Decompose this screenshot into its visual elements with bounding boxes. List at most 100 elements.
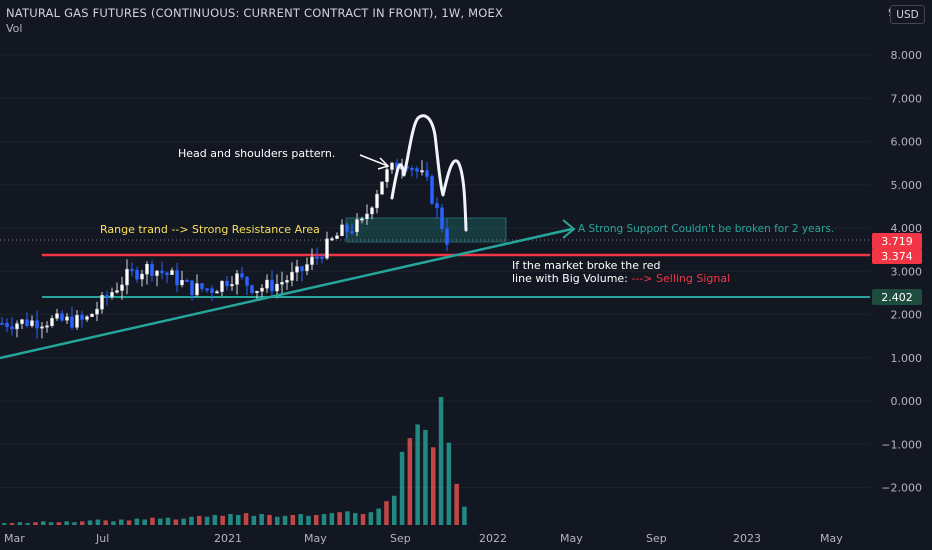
volume-bar	[220, 515, 225, 525]
candle-body	[205, 288, 209, 291]
candle-body	[190, 280, 194, 296]
price-tick-label: 7.000	[891, 92, 923, 105]
red-line-badge: 3.374	[872, 248, 922, 264]
candle-body	[280, 282, 284, 285]
candle-body	[90, 313, 94, 317]
volume-bar	[399, 451, 405, 525]
candle-body	[390, 162, 394, 170]
candle-body	[235, 273, 239, 285]
price-tick-label: 1.000	[891, 352, 923, 365]
breakout-label-text: line with Big Volume:	[512, 272, 628, 285]
volume-bar	[282, 515, 288, 525]
price-tick-label: 8.000	[891, 49, 923, 62]
price-tick-label: 0.000	[891, 395, 923, 408]
candle-body	[195, 283, 199, 296]
volume-bar	[259, 514, 264, 525]
volume-bar	[204, 516, 210, 525]
candle-body	[430, 176, 434, 204]
volume-bar	[95, 519, 101, 525]
volume-bar	[212, 514, 218, 525]
candle-body	[335, 235, 339, 239]
candle-body	[385, 169, 389, 183]
price-tick-label: −2.000	[881, 482, 922, 495]
candle-body	[180, 279, 184, 286]
currency-button[interactable]: USD	[890, 5, 925, 24]
candle-body	[60, 313, 64, 321]
candle-body	[365, 213, 369, 219]
time-tick-label: Sep	[390, 532, 411, 545]
volume-bar	[384, 501, 389, 525]
volume-bar	[368, 512, 374, 525]
candle-body	[290, 271, 294, 281]
candle-body	[5, 322, 9, 327]
chart-title: NATURAL GAS FUTURES (CONTINUOUS: CURRENT…	[6, 6, 504, 20]
volume-bar	[438, 397, 444, 525]
candle-body	[150, 263, 154, 276]
time-tick-label: Sep	[646, 532, 667, 545]
candle-body	[185, 279, 189, 282]
volume-bar	[2, 523, 7, 525]
candle-body	[140, 273, 144, 280]
indicator-label[interactable]: Vol	[6, 22, 23, 35]
candle-body	[145, 263, 149, 275]
candle-body	[345, 224, 349, 232]
candles	[0, 158, 449, 339]
head-shoulders-arrow	[359, 154, 390, 170]
volume-bar	[415, 424, 420, 525]
head-shoulders-label: Head and shoulders pattern.	[178, 147, 336, 160]
price-tick-label: −1.000	[881, 438, 922, 451]
candle-body	[160, 270, 164, 274]
volume-bar	[103, 520, 108, 525]
candle-body	[245, 276, 249, 286]
price-tick-label: 5.000	[891, 179, 923, 192]
volume-bar	[337, 512, 342, 525]
candle-body	[50, 318, 54, 326]
candle-body	[15, 323, 19, 330]
volume-bar	[33, 522, 38, 525]
candle-body	[355, 219, 359, 233]
candle-body	[340, 224, 344, 237]
time-tick-label: Mar	[4, 532, 25, 545]
candle-body	[425, 170, 429, 177]
candle-body	[75, 314, 79, 328]
candle-body	[80, 314, 84, 320]
time-tick-label: 2022	[479, 532, 507, 545]
time-tick-label: 2021	[214, 532, 242, 545]
candle-body	[130, 269, 134, 272]
candle-body	[435, 203, 439, 209]
candle-body	[30, 320, 34, 327]
volume-bar	[80, 521, 85, 525]
volume-bar	[165, 517, 171, 525]
volume-bar	[9, 523, 15, 525]
volume-bar	[17, 522, 23, 525]
volume-bar	[72, 522, 77, 525]
candle-body	[315, 256, 319, 259]
candle-body	[370, 207, 374, 215]
candle-body	[320, 256, 324, 259]
axis-ticks: 8.000 7.000 6.000 5.000 4.000 3.000 2.000 1.000…	[4, 6, 922, 545]
candle-body	[225, 280, 229, 287]
grid	[0, 54, 870, 488]
price-tick-label: 4.000	[891, 222, 923, 235]
candle-body	[85, 316, 89, 320]
candle-body	[20, 319, 24, 324]
candle-body	[115, 290, 119, 293]
volume-bar	[329, 513, 335, 525]
volume-bar	[392, 495, 397, 525]
volume-bar	[243, 513, 249, 525]
volume-bar	[197, 515, 202, 525]
volume-bar	[462, 506, 467, 525]
volume-bar	[298, 514, 303, 525]
volume-bar	[111, 521, 116, 525]
candle-body	[135, 269, 139, 280]
volume-bar	[314, 514, 319, 525]
candle-body	[200, 283, 204, 289]
volume-bar	[407, 438, 413, 525]
volume-bar	[306, 515, 311, 525]
candle-body	[40, 326, 44, 329]
support-arrow-head	[562, 219, 576, 239]
time-tick-label: May	[304, 532, 327, 545]
candle-body	[100, 295, 104, 310]
candle-body	[230, 284, 234, 287]
